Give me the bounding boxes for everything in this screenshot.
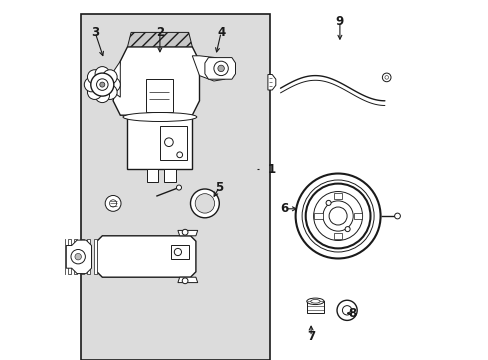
- Circle shape: [190, 189, 219, 218]
- Polygon shape: [145, 79, 172, 112]
- Text: 9: 9: [335, 15, 344, 28]
- Bar: [81, 14, 269, 360]
- Circle shape: [305, 184, 370, 248]
- Polygon shape: [353, 213, 362, 219]
- Circle shape: [313, 192, 362, 240]
- Circle shape: [177, 152, 182, 158]
- Circle shape: [295, 174, 380, 258]
- Circle shape: [195, 194, 214, 213]
- Polygon shape: [127, 32, 192, 47]
- Text: 6: 6: [280, 202, 287, 215]
- Circle shape: [87, 85, 102, 99]
- Ellipse shape: [306, 298, 324, 305]
- Circle shape: [174, 248, 181, 256]
- Polygon shape: [81, 239, 84, 274]
- Circle shape: [95, 67, 109, 81]
- Polygon shape: [333, 233, 342, 239]
- Circle shape: [75, 253, 81, 260]
- Circle shape: [105, 195, 121, 211]
- Polygon shape: [267, 75, 275, 90]
- Circle shape: [213, 61, 228, 76]
- Circle shape: [182, 229, 187, 235]
- Polygon shape: [178, 277, 197, 283]
- Ellipse shape: [123, 113, 196, 122]
- Circle shape: [87, 70, 102, 84]
- Polygon shape: [163, 169, 176, 182]
- Circle shape: [384, 76, 387, 79]
- Polygon shape: [192, 56, 230, 81]
- Polygon shape: [127, 115, 192, 169]
- Circle shape: [182, 278, 187, 284]
- Polygon shape: [66, 240, 91, 274]
- Polygon shape: [61, 239, 64, 274]
- Circle shape: [164, 138, 173, 147]
- Circle shape: [102, 70, 117, 84]
- Polygon shape: [160, 126, 186, 160]
- Circle shape: [218, 65, 224, 72]
- Circle shape: [100, 82, 104, 87]
- Circle shape: [71, 249, 85, 264]
- Text: 1: 1: [267, 163, 275, 176]
- Circle shape: [95, 88, 109, 103]
- Polygon shape: [68, 239, 71, 274]
- Polygon shape: [147, 169, 158, 182]
- Circle shape: [96, 79, 108, 90]
- Text: 5: 5: [215, 181, 223, 194]
- Circle shape: [302, 180, 373, 252]
- Polygon shape: [170, 245, 188, 259]
- Polygon shape: [313, 213, 322, 219]
- Text: 7: 7: [306, 330, 315, 343]
- Circle shape: [91, 73, 114, 96]
- Circle shape: [342, 306, 351, 315]
- Circle shape: [102, 85, 117, 99]
- Polygon shape: [204, 58, 235, 79]
- Polygon shape: [87, 239, 90, 274]
- Ellipse shape: [310, 300, 320, 303]
- Circle shape: [394, 213, 400, 219]
- Text: 8: 8: [347, 307, 356, 320]
- Polygon shape: [91, 61, 120, 97]
- Circle shape: [325, 201, 330, 206]
- Circle shape: [109, 200, 117, 207]
- Text: 4: 4: [217, 26, 225, 39]
- Polygon shape: [113, 47, 199, 115]
- Text: 2: 2: [156, 26, 163, 39]
- Circle shape: [328, 207, 346, 225]
- Circle shape: [322, 201, 352, 231]
- Circle shape: [176, 185, 181, 190]
- Polygon shape: [74, 239, 77, 274]
- Polygon shape: [178, 230, 197, 236]
- Circle shape: [336, 300, 356, 320]
- Polygon shape: [94, 239, 97, 274]
- Text: 3: 3: [91, 26, 99, 39]
- Circle shape: [382, 73, 390, 82]
- Polygon shape: [306, 301, 324, 313]
- Circle shape: [106, 77, 120, 92]
- Circle shape: [84, 77, 99, 92]
- Polygon shape: [333, 193, 342, 199]
- Circle shape: [345, 226, 349, 231]
- Polygon shape: [97, 236, 196, 277]
